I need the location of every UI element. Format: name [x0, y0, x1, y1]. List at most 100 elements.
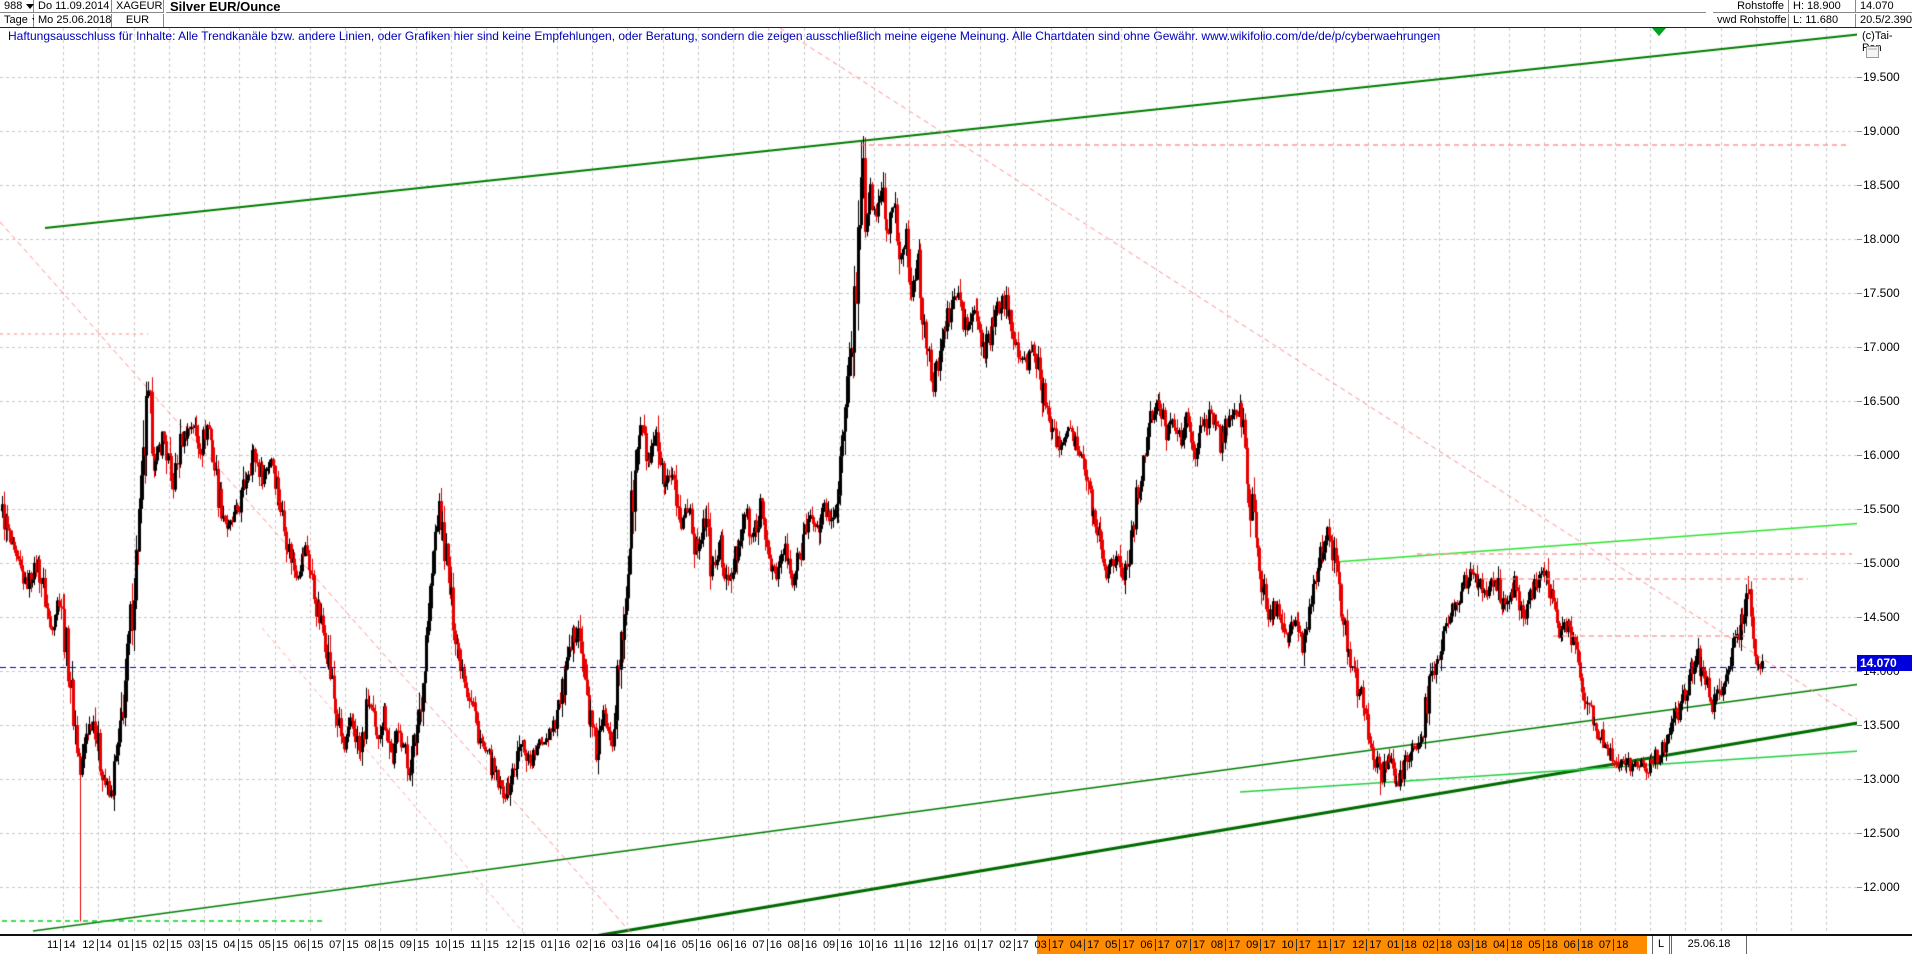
month-tick — [272, 939, 274, 951]
y-axis-label: 13.500 — [1863, 718, 1900, 732]
month-tick — [1295, 939, 1297, 951]
y-tick — [1857, 886, 1862, 888]
date-label: 05 18 — [1528, 939, 1558, 951]
month-tick — [1507, 939, 1509, 951]
y-axis-label: 16.000 — [1863, 448, 1900, 462]
month-label: 12 — [82, 939, 95, 951]
year-label: 15 — [275, 939, 289, 951]
year-label: 15 — [381, 939, 394, 951]
year-label: 16 — [840, 939, 853, 951]
month-label: 04 — [1069, 939, 1083, 951]
date-label: 07 15 — [329, 939, 359, 951]
year-label: 16 — [699, 939, 712, 951]
y-tick — [1857, 130, 1862, 132]
year-label: 14 — [99, 939, 112, 951]
month-label: 06 — [717, 939, 730, 951]
y-tick — [1857, 76, 1862, 78]
month-label: 12 — [1351, 939, 1365, 951]
year-label: 16 — [875, 939, 888, 951]
year-label: 17 — [981, 939, 994, 951]
date-label: 03 16 — [611, 939, 641, 951]
month-tick — [413, 939, 415, 951]
month-tick — [660, 939, 662, 951]
date-label: 04 15 — [223, 939, 253, 951]
month-tick — [978, 939, 980, 951]
date-label: 07 18 — [1599, 939, 1628, 951]
y-axis-label: 19.000 — [1863, 124, 1900, 138]
month-tick — [837, 939, 839, 951]
month-label: 02 — [576, 939, 589, 951]
y-tick — [1857, 184, 1862, 186]
date-label: 08 17 — [1210, 939, 1240, 951]
year-label: 17 — [1016, 939, 1029, 951]
year-label: 14 — [63, 939, 76, 951]
month-label: 11 — [470, 939, 482, 951]
date-label: 01 18 — [1387, 939, 1417, 951]
date-label: 03 15 — [188, 939, 218, 951]
year-label: 17 — [1263, 939, 1276, 951]
month-label: 02 — [999, 939, 1012, 951]
date-label: 08 15 — [364, 939, 394, 951]
year-label: 17 — [1122, 939, 1135, 951]
date-label: 03 17 — [1034, 939, 1064, 951]
year-label: 15 — [134, 939, 148, 951]
month-label: 03 — [611, 939, 624, 951]
y-tick — [1857, 454, 1862, 456]
year-label: 18 — [1545, 939, 1558, 951]
month-label: 01 — [540, 939, 554, 951]
date-label: 07 17 — [1176, 939, 1206, 951]
month-tick — [202, 939, 204, 951]
date-label: 12 16 — [928, 939, 958, 951]
year-label: 16 — [804, 939, 818, 951]
date-label: 09 17 — [1246, 939, 1276, 951]
date-label: 05 15 — [259, 939, 289, 951]
month-label: 05 — [681, 939, 695, 951]
date-axis-strip: 11 14 12 14 01 15 02 15 03 15 04 15 05 15 06 15 07 15 08 15… — [0, 934, 1912, 954]
month-tick — [1260, 939, 1262, 951]
year-label: 16 — [663, 939, 677, 951]
date-label: 03 18 — [1458, 939, 1487, 951]
date-label: 12 15 — [506, 939, 535, 951]
year-label: 17 — [1192, 939, 1206, 951]
date-label: 06 16 — [717, 939, 747, 951]
month-label: 01 — [1387, 939, 1400, 951]
month-label: 07 — [752, 939, 765, 951]
month-label: 12 — [928, 939, 941, 951]
month-label: 06 — [293, 939, 307, 951]
disclaimer-text: Haftungsausschluss für Inhalte: Alle Tre… — [8, 29, 1441, 43]
window-frame-icon[interactable] — [1866, 46, 1879, 58]
month-tick — [1613, 939, 1615, 951]
month-tick — [1225, 939, 1227, 951]
date-label: 12 17 — [1351, 939, 1381, 951]
date-label: 11 17 — [1317, 939, 1345, 951]
month-tick — [96, 939, 98, 951]
month-tick — [378, 939, 380, 951]
y-axis-label: 13.000 — [1863, 772, 1900, 786]
month-tick — [131, 939, 133, 951]
year-label: 16 — [628, 939, 641, 951]
month-tick — [1366, 939, 1368, 951]
month-tick — [167, 939, 169, 951]
y-axis-label: 19.500 — [1863, 70, 1900, 84]
feed-marker-icon — [1652, 28, 1666, 36]
year-label: 17 — [1087, 939, 1100, 951]
year-label: 16 — [909, 939, 923, 951]
date-label: 10 17 — [1281, 939, 1311, 951]
y-tick — [1857, 292, 1862, 294]
month-tick — [1084, 939, 1086, 951]
date-label: 09 15 — [400, 939, 429, 951]
month-tick — [801, 939, 803, 951]
year-label: 18 — [1580, 939, 1594, 951]
month-tick — [625, 939, 627, 951]
date-label: 06 18 — [1564, 939, 1594, 951]
last-date-box: 25.06.18 — [1671, 936, 1747, 954]
month-tick — [237, 939, 239, 951]
y-axis-label: 15.000 — [1863, 556, 1900, 570]
month-tick — [519, 939, 521, 951]
month-label: 08 — [1210, 939, 1224, 951]
month-label: 09 — [1246, 939, 1259, 951]
price-axis: 19.500 19.000 18.500 18.000 17.500 17.000 16.5… — [1857, 28, 1912, 934]
month-label: 03 — [1034, 939, 1047, 951]
